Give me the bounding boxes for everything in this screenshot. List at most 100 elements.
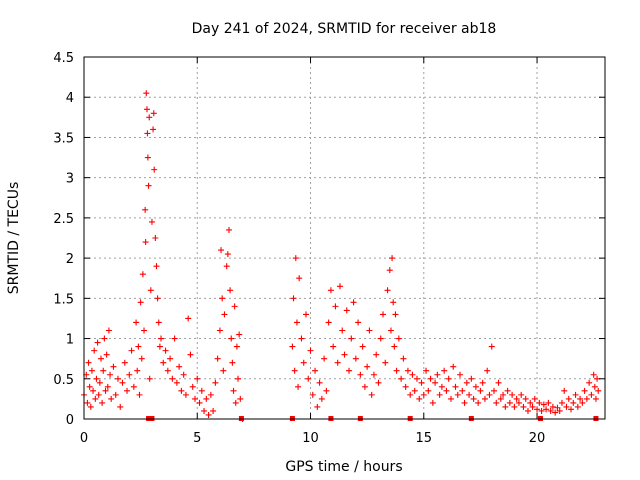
data-point bbox=[150, 126, 157, 133]
y-tick-label: 1.5 bbox=[53, 292, 74, 307]
data-point bbox=[289, 343, 296, 350]
data-point bbox=[434, 371, 441, 378]
data-point bbox=[146, 375, 153, 382]
data-point bbox=[139, 271, 146, 278]
data-point bbox=[545, 399, 552, 406]
data-point bbox=[377, 335, 384, 342]
data-point bbox=[479, 379, 486, 386]
data-point bbox=[515, 399, 522, 406]
data-point bbox=[121, 359, 128, 366]
data-point bbox=[481, 395, 488, 402]
data-point bbox=[114, 375, 121, 382]
data-point bbox=[100, 367, 107, 374]
y-tick-label: 1 bbox=[66, 333, 74, 348]
y-tick-label: 4 bbox=[66, 91, 74, 106]
data-point bbox=[402, 383, 409, 390]
data-point bbox=[413, 375, 420, 382]
data-point bbox=[368, 391, 375, 398]
data-point bbox=[459, 387, 466, 394]
data-point bbox=[316, 379, 323, 386]
data-point bbox=[135, 343, 142, 350]
data-point bbox=[350, 299, 357, 306]
data-point bbox=[126, 371, 133, 378]
data-point bbox=[91, 347, 98, 354]
data-point bbox=[108, 395, 115, 402]
data-point bbox=[477, 387, 484, 394]
data-point bbox=[586, 379, 593, 386]
data-point bbox=[138, 355, 145, 362]
data-point bbox=[529, 403, 536, 410]
data-point bbox=[572, 391, 579, 398]
data-point bbox=[495, 379, 502, 386]
data-point bbox=[290, 295, 297, 302]
data-point bbox=[180, 371, 187, 378]
data-point bbox=[491, 387, 498, 394]
data-point bbox=[171, 335, 178, 342]
data-point bbox=[156, 343, 163, 350]
data-point bbox=[103, 351, 110, 358]
data-point bbox=[429, 399, 436, 406]
data-point bbox=[355, 319, 362, 326]
data-point bbox=[393, 367, 400, 374]
data-point bbox=[229, 359, 236, 366]
y-axis-label: SRMTID / TECUs bbox=[6, 182, 22, 295]
data-point bbox=[411, 387, 418, 394]
data-point bbox=[307, 347, 314, 354]
data-point bbox=[95, 391, 102, 398]
data-point bbox=[134, 367, 141, 374]
data-point bbox=[96, 379, 103, 386]
data-point bbox=[94, 339, 101, 346]
data-point bbox=[346, 367, 353, 374]
data-point bbox=[102, 387, 109, 394]
data-point bbox=[305, 375, 312, 382]
data-point bbox=[488, 343, 495, 350]
data-point bbox=[133, 319, 140, 326]
data-point bbox=[420, 391, 427, 398]
data-point bbox=[182, 391, 189, 398]
data-point bbox=[105, 327, 112, 334]
data-point bbox=[210, 407, 217, 414]
data-point bbox=[87, 403, 94, 410]
data-point bbox=[130, 383, 137, 390]
data-point bbox=[227, 287, 234, 294]
data-point bbox=[509, 391, 516, 398]
data-point bbox=[359, 343, 366, 350]
data-point bbox=[302, 311, 309, 318]
data-point bbox=[153, 263, 160, 270]
data-point bbox=[194, 375, 201, 382]
data-point bbox=[230, 387, 237, 394]
data-point bbox=[155, 319, 162, 326]
data-point bbox=[92, 395, 99, 402]
data-point bbox=[237, 395, 244, 402]
data-point bbox=[187, 351, 194, 358]
data-point bbox=[312, 367, 319, 374]
data-point bbox=[235, 375, 242, 382]
data-point bbox=[384, 287, 391, 294]
data-point bbox=[531, 395, 538, 402]
data-point bbox=[231, 303, 238, 310]
data-point bbox=[389, 255, 396, 262]
data-point bbox=[162, 347, 169, 354]
data-point bbox=[154, 295, 161, 302]
data-point bbox=[151, 166, 158, 173]
data-point bbox=[432, 379, 439, 386]
data-point bbox=[207, 391, 214, 398]
data-point bbox=[203, 395, 210, 402]
data-point bbox=[536, 399, 543, 406]
data-point bbox=[386, 267, 393, 274]
data-point bbox=[218, 247, 225, 254]
data-point bbox=[142, 239, 149, 246]
data-point bbox=[93, 375, 100, 382]
data-point bbox=[323, 387, 330, 394]
data-point bbox=[327, 287, 334, 294]
data-point bbox=[404, 367, 411, 374]
data-point bbox=[591, 383, 598, 390]
data-point bbox=[547, 407, 554, 414]
data-point bbox=[85, 359, 92, 366]
data-point bbox=[595, 387, 602, 394]
data-point bbox=[447, 395, 454, 402]
data-point bbox=[325, 319, 332, 326]
y-tick-label: 3 bbox=[66, 172, 74, 187]
data-point bbox=[225, 226, 232, 233]
y-tick-label: 2.5 bbox=[53, 212, 74, 227]
